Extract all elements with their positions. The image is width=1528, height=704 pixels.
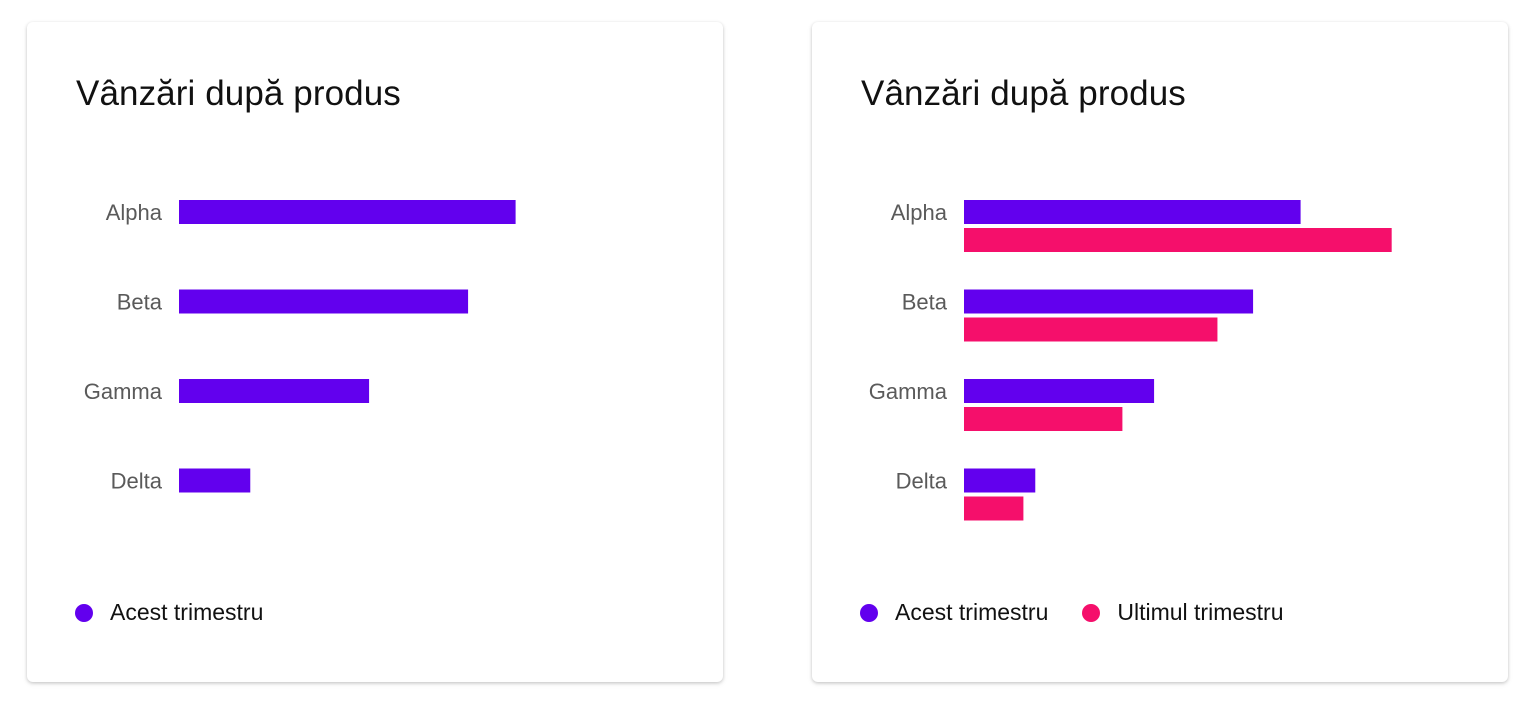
category-label-alpha: Alpha	[891, 200, 948, 225]
bar-delta-acest-trimestru[interactable]	[964, 468, 1036, 493]
bar-beta-ultimul-trimestru[interactable]	[964, 317, 1218, 342]
bar-gamma-acest-trimestru[interactable]	[179, 379, 370, 403]
category-label-gamma: Gamma	[84, 379, 163, 404]
category-label-beta: Beta	[902, 290, 948, 315]
bar-alpha-acest-trimestru[interactable]	[964, 200, 1301, 224]
bar-beta-acest-trimestru[interactable]	[179, 289, 469, 314]
bar-delta-ultimul-trimestru[interactable]	[964, 496, 1024, 521]
legend-label: Acest trimestru	[110, 599, 264, 625]
legend-label: Ultimul trimestru	[1117, 599, 1284, 625]
bar-beta-acest-trimestru[interactable]	[964, 289, 1254, 314]
chart-title: Vânzări după produs	[76, 74, 401, 113]
category-label-gamma: Gamma	[869, 379, 948, 404]
sales-card-comparison: Vânzări după produs Alpha Beta Gamma Delta …	[812, 22, 1508, 682]
bar-alpha-acest-trimestru[interactable]	[179, 200, 516, 224]
chart-legend: Acest trimestru	[75, 599, 263, 626]
category-label-alpha: Alpha	[106, 200, 163, 225]
sales-card-this-quarter: Vânzări după produs Alpha Beta Gamma Delta …	[27, 22, 723, 682]
bar-gamma-ultimul-trimestru[interactable]	[964, 407, 1123, 431]
bar-gamma-acest-trimestru[interactable]	[964, 379, 1155, 403]
bar-delta-acest-trimestru[interactable]	[179, 468, 251, 493]
chart-legend: Acest trimestru Ultimul trimestru	[860, 599, 1284, 626]
legend-item-acest-trimestru[interactable]: Acest trimestru	[75, 599, 263, 626]
legend-dot-ultimul-trimestru	[1082, 603, 1101, 622]
legend-dot-acest-trimestru	[75, 603, 93, 622]
category-label-delta: Delta	[896, 469, 948, 494]
legend-dot-acest-trimestru	[860, 603, 878, 622]
category-label-beta: Beta	[117, 290, 163, 315]
bar-chart: Alpha Beta Gamma Delta	[84, 200, 516, 494]
bar-chart: Alpha Beta Gamma Delta	[869, 200, 1392, 521]
chart-title: Vânzări după produs	[861, 74, 1186, 113]
legend-item-ultimul-trimestru[interactable]: Ultimul trimestru	[1082, 599, 1284, 626]
legend-item-acest-trimestru[interactable]: Acest trimestru	[860, 599, 1048, 626]
bar-alpha-ultimul-trimestru[interactable]	[964, 228, 1392, 252]
category-label-delta: Delta	[111, 469, 163, 494]
legend-label: Acest trimestru	[895, 599, 1049, 625]
